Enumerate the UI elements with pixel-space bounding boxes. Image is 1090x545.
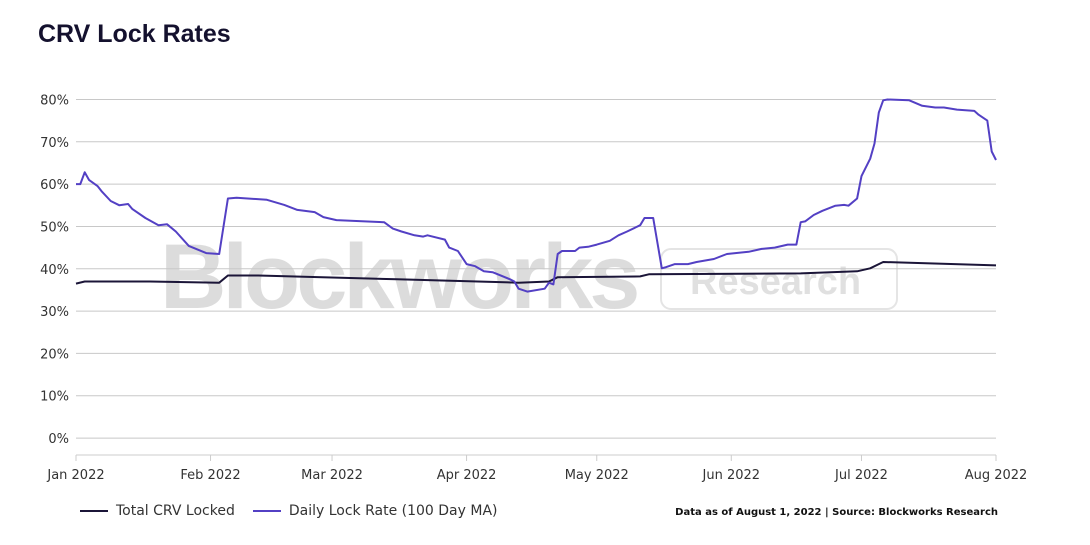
legend: Total CRV Locked Daily Lock Rate (100 Da…	[80, 503, 498, 519]
x-tick-label: Mar 2022	[301, 468, 363, 483]
legend-swatch	[252, 510, 281, 512]
x-tick-label: Feb 2022	[180, 468, 240, 483]
watermark-logo: Blockworks Research	[160, 226, 898, 328]
series-line-daily-lock-rate	[76, 98, 997, 293]
y-tick-label: 50%	[40, 220, 69, 235]
y-tick-label: 60%	[40, 178, 69, 193]
x-tick-label: May 2022	[565, 468, 629, 483]
y-tick-label: 30%	[40, 305, 69, 320]
y-tick-label: 40%	[40, 263, 69, 278]
legend-label: Daily Lock Rate (100 Day MA)	[288, 503, 498, 519]
x-tick-label: Aug 2022	[965, 468, 1028, 483]
x-tick-label: Jun 2022	[702, 468, 761, 483]
x-tick-label: Apr 2022	[437, 468, 497, 483]
source-note: Data as of August 1, 2022 | Source: Bloc…	[675, 507, 998, 518]
y-tick-label: 80%	[40, 93, 69, 108]
y-tick-label: 20%	[40, 347, 69, 362]
y-tick-label: 0%	[48, 432, 69, 447]
y-tick-label: 10%	[40, 390, 69, 405]
y-tick-label: 70%	[40, 136, 69, 151]
x-tick-label: Jan 2022	[46, 468, 104, 483]
x-tick-label: Jul 2022	[834, 468, 888, 483]
svg-text:Research: Research	[690, 261, 861, 303]
legend-item-total-crv-locked[interactable]: Total CRV Locked	[80, 503, 235, 519]
legend-swatch	[80, 510, 108, 512]
chart-title: CRV Lock Rates	[38, 20, 231, 48]
legend-item-daily-lock-rate[interactable]: Daily Lock Rate (100 Day MA)	[252, 503, 498, 519]
legend-label: Total CRV Locked	[116, 503, 235, 519]
